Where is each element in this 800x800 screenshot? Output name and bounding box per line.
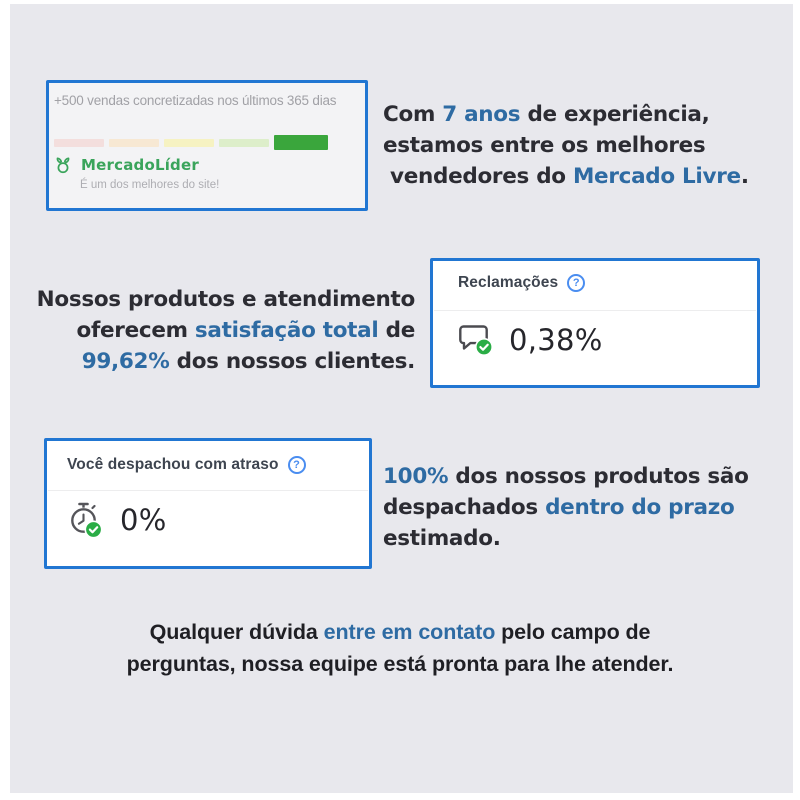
text-segment: pelo campo de [495,620,651,644]
reputation-level-5-active [274,135,328,150]
complaints-content: 0,38% [457,323,603,357]
dispatch-title: Você despachou com atraso [67,456,279,473]
dispatch-text: 100% dos nossos produtos são despachados… [383,461,749,554]
text-line: Com 7 anos de experiência, [383,99,749,130]
help-icon[interactable]: ? [567,274,586,292]
text-line: 99,62% dos nossos clientes. [18,346,416,377]
help-icon[interactable]: ? [287,456,306,474]
text-segment: . [740,164,749,189]
text-segment: oferecem [76,318,195,343]
leader-title: MercadoLíder [81,156,199,174]
chat-check-icon [457,323,494,357]
dispatch-value: 0% [120,503,167,537]
sales-summary-text: +500 vendas concretizadas nos últimos 36… [54,93,337,108]
stopwatch-check-icon [64,501,105,539]
dispatch-late-card: Você despachou com atraso ? 0% [44,438,372,569]
reputation-level-1 [54,138,104,147]
text-line: 100% dos nossos produtos são [383,461,749,492]
text-line: Qualquer dúvida entre em contato pelo ca… [0,616,800,648]
text-line: despachados dentro do prazo [383,492,749,523]
text-line: perguntas, nossa equipe está pronta para… [126,652,674,676]
text-segment: dos nossos clientes. [169,349,416,374]
reputation-card: +500 vendas concretizadas nos últimos 36… [46,80,368,211]
dispatch-content: 0% [64,501,167,539]
reputation-level-3 [164,138,214,147]
text-line: oferecem satisfação total de [18,315,416,346]
text-line: vendedores do Mercado Livre. [383,161,749,192]
complaints-card: Reclamações ? 0,38% [430,258,760,388]
accent-hundred: 100% [383,464,449,489]
dispatch-header: Você despachou com atraso ? [67,456,306,474]
medal-icon [54,156,72,174]
text-segment: Qualquer dúvida [149,620,324,644]
card-divider [434,310,756,311]
accent-deadline: dentro do prazo [545,495,735,520]
text-line: estamos entre os melhores [383,133,706,158]
leader-subtitle: É um dos melhores do site! [80,179,220,191]
complaints-title: Reclamações [458,274,559,291]
text-segment: dos nossos produtos são [448,464,749,489]
text-segment: Com [383,102,443,127]
accent-percentage: 99,62% [81,349,170,374]
accent-years: 7 anos [442,102,521,127]
reputation-level-4 [219,138,269,147]
reputation-level-2 [109,138,159,147]
text-segment: de [378,318,416,343]
complaints-value: 0,38% [509,323,603,357]
leader-row: MercadoLíder [54,156,199,174]
experience-text: Com 7 anos de experiência, estamos entre… [383,99,749,192]
text-line: estimado. [383,526,501,551]
accent-brand: Mercado Livre [572,164,741,189]
text-segment: vendedores do [390,164,573,189]
complaints-header: Reclamações ? [458,274,586,292]
reputation-thermometer [54,134,328,151]
text-segment: despachados [383,495,546,520]
card-divider [48,490,368,491]
contact-text: Qualquer dúvida entre em contato pelo ca… [0,616,800,680]
text-line: Nossos produtos e atendimento [36,287,416,312]
accent-satisfaction: satisfação total [194,318,379,343]
satisfaction-text: Nossos produtos e atendimento oferecem s… [18,284,416,377]
accent-contact: entre em contato [323,620,496,644]
text-segment: de experiência, [520,102,710,127]
